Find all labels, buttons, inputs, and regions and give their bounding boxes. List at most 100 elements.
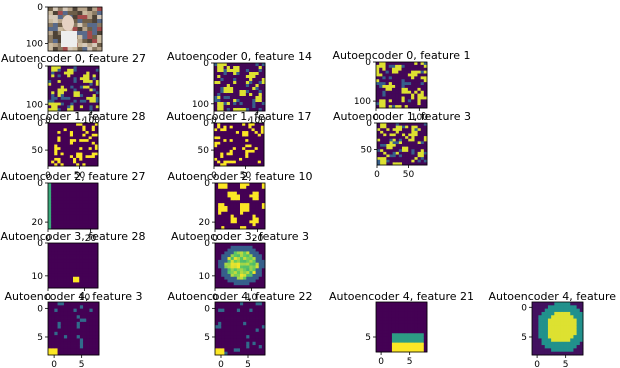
heatmap-cell [73,271,77,275]
heatmap-cell [560,315,565,319]
heatmap-cell [88,194,93,198]
heatmap-cell [220,72,224,76]
heatmap-cell [243,331,247,336]
heatmap-cell [73,335,78,339]
heatmap-cell [246,208,250,213]
heatmap-cell [91,251,96,255]
heatmap-cell [214,90,218,94]
heatmap-cell [414,123,419,127]
heatmap-cell [226,136,231,140]
y-tick-label: 10 [199,272,211,282]
heatmap-cell [73,68,78,73]
heatmap-cell [392,128,397,132]
heatmap-cell [48,71,52,75]
heatmap-cell [249,63,253,67]
heatmap-cell [420,302,425,306]
heatmap-cell [221,338,225,343]
heatmap-cell [95,315,100,319]
heatmap-cell [63,94,68,98]
heatmap-cell [226,78,231,82]
heatmap-cell [391,330,396,334]
heatmap-cell [67,102,71,106]
heatmap-cell [51,345,55,349]
heatmap-cell [82,245,86,250]
heatmap-cell [221,208,225,213]
heatmap-cell [538,315,542,319]
heatmap-cell [73,163,77,167]
heatmap-cell [405,125,409,129]
heatmap-cell [83,351,87,356]
heatmap-cell [376,339,380,344]
heatmap-cell [79,351,84,356]
heatmap-cell [243,245,247,250]
heatmap-cell [224,276,228,280]
heatmap-cell [85,285,90,289]
heatmap-cell [420,327,425,331]
heatmap-cell [51,217,55,221]
heatmap-cell [221,273,225,278]
heatmap-cell [218,279,222,283]
heatmap-cell [411,339,415,344]
heatmap-cell [223,108,228,112]
heatmap-cell [408,146,412,150]
heatmap-cell [48,99,52,103]
heatmap-cell [86,318,90,323]
heatmap-cell [70,94,74,98]
heatmap-cell [567,345,571,349]
heatmap-cell [404,70,409,74]
heatmap-cell [51,131,55,135]
heatmap-cell [570,338,574,343]
heatmap-cell [414,151,419,155]
heatmap-cell [404,311,409,315]
heatmap-cell [261,315,266,319]
heatmap-cell [261,248,266,252]
heatmap-cell [48,279,52,283]
heatmap-cell [573,328,578,333]
heatmap-cell [423,90,428,95]
heatmap-cell [73,302,78,306]
heatmap-cell [249,211,253,216]
heatmap-cell [252,188,257,193]
heatmap-cell [402,133,406,137]
heatmap-cell [252,206,257,210]
heatmap-cell [85,141,90,145]
heatmap-cell [233,318,238,323]
heatmap-cell [236,75,240,79]
heatmap-cell [242,155,246,159]
heatmap-cell [57,208,61,213]
heatmap-cell [423,308,428,312]
heatmap-cell [60,331,65,336]
photo-cell [87,43,93,48]
heatmap-cell [215,345,219,349]
heatmap-cell [51,128,55,132]
heatmap-cell [63,71,68,75]
heatmap-cell [240,183,244,187]
heatmap-cell [63,155,68,159]
heatmap-cell [249,93,253,97]
heatmap-cell [94,160,99,164]
heatmap-cell [85,214,90,218]
heatmap-cell [233,341,238,346]
heatmap-cell [246,248,250,252]
heatmap-cell [94,188,99,193]
heatmap-cell [246,214,250,218]
heatmap-cell [83,91,87,95]
heatmap-cell [79,331,84,336]
heatmap-cell [218,223,222,227]
y-tick-label: 5 [521,333,527,343]
heatmap-cell [48,141,52,145]
heatmap-cell [63,152,68,156]
heatmap-cell [94,262,99,266]
heatmap-cell [79,220,83,224]
heatmap-cell [69,245,74,250]
heatmap-cell [240,282,244,286]
heatmap-cell [57,335,62,339]
heatmap-cell [261,282,266,286]
heatmap-cell [538,331,542,336]
heatmap-cell [54,66,58,70]
y-tick-label: 0 [203,119,209,129]
heatmap-cell [401,93,406,97]
heatmap-cell [88,254,93,258]
